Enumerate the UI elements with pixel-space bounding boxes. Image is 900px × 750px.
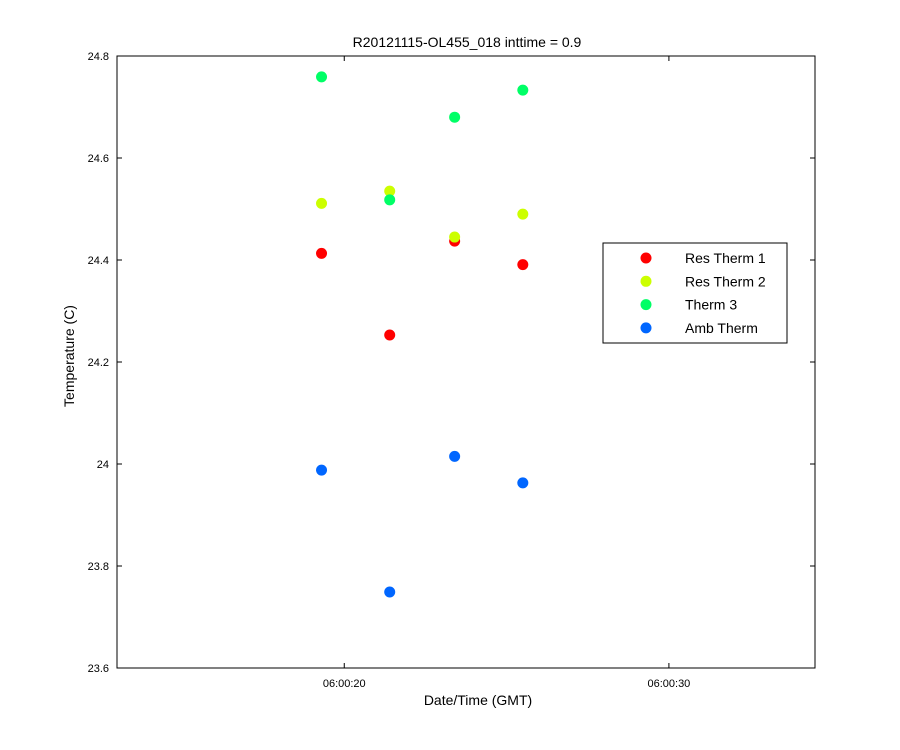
series-therm-3 <box>316 71 529 206</box>
data-point <box>517 84 529 96</box>
legend-marker <box>640 252 652 264</box>
y-tick-label: 24 <box>97 459 109 471</box>
y-tick-label: 24.4 <box>88 255 109 267</box>
y-axis: 23.6 23.8 24 24.2 24.4 24.6 24.8 <box>88 51 815 675</box>
data-point <box>449 111 461 123</box>
series-amb-therm <box>316 450 529 598</box>
y-tick-label: 24.8 <box>88 51 109 63</box>
x-tick-label: 06:00:30 <box>647 678 690 690</box>
legend: Res Therm 1 Res Therm 2 Therm 3 Amb Therm <box>602 242 788 344</box>
y-tick-label: 23.8 <box>88 561 109 573</box>
legend-marker <box>640 322 652 334</box>
y-tick-label: 24.2 <box>88 357 109 369</box>
legend-entry-label: Res Therm 2 <box>685 273 766 289</box>
data-points <box>316 71 529 598</box>
legend-entry-label: Therm 3 <box>685 297 737 313</box>
data-point <box>384 586 396 598</box>
data-point <box>517 208 529 220</box>
data-point <box>316 197 328 209</box>
data-point <box>384 194 396 206</box>
legend-box <box>602 242 788 344</box>
data-point <box>449 231 461 243</box>
data-point <box>384 329 396 341</box>
data-point <box>316 71 328 83</box>
legend-marker <box>640 275 652 287</box>
data-point <box>449 450 461 462</box>
data-point <box>517 259 529 271</box>
x-axis: 06:00:20 06:00:30 <box>323 56 690 690</box>
chart-title: R20121115-OL455_018 inttime = 0.9 <box>353 34 582 50</box>
legend-entry-label: Res Therm 1 <box>685 250 766 266</box>
data-point <box>316 247 328 259</box>
plot-area <box>116 55 816 669</box>
legend-entry-label: Amb Therm <box>685 320 758 336</box>
series-res-therm-2 <box>316 185 529 243</box>
x-tick-label: 06:00:20 <box>323 678 366 690</box>
data-point <box>316 464 328 476</box>
y-tick-label: 23.6 <box>88 663 109 675</box>
legend-marker <box>640 299 652 311</box>
y-axis-label: Temperature (C) <box>61 305 77 407</box>
data-point <box>384 185 396 197</box>
x-axis-label: Date/Time (GMT) <box>424 692 532 708</box>
y-tick-label: 24.6 <box>88 153 109 165</box>
data-point <box>517 477 529 489</box>
